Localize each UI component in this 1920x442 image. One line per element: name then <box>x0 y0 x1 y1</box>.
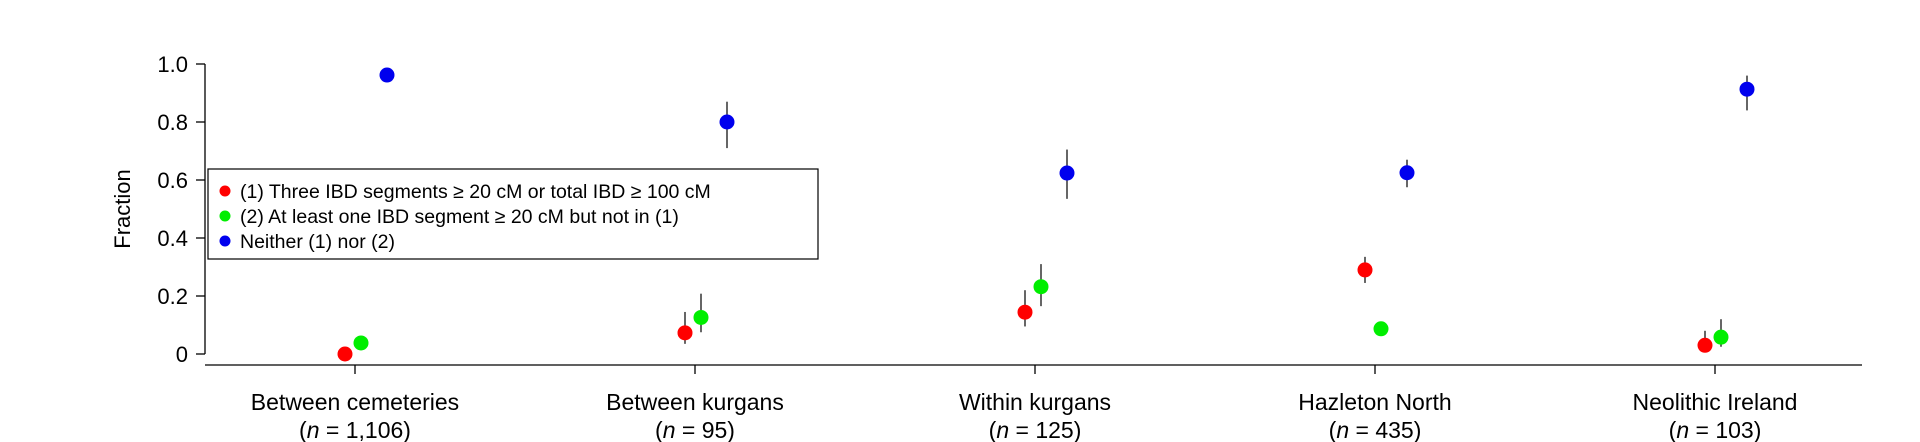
x-category-n-label: (n = 103) <box>1669 417 1762 442</box>
x-category-label: Between kurgans <box>606 389 784 415</box>
x-category-labels: Between cemeteries(n = 1,106) Between kur… <box>251 389 1798 442</box>
x-category-n-label: (n = 435) <box>1329 417 1422 442</box>
data-point <box>1713 329 1729 345</box>
x-category-n-label: (n = 125) <box>989 417 1082 442</box>
data-point <box>353 335 369 351</box>
y-tick-label: 0.2 <box>157 284 188 309</box>
data-point <box>1033 279 1049 295</box>
axes <box>196 63 1862 374</box>
data-point <box>719 114 735 130</box>
legend-marker <box>219 235 231 247</box>
data-point <box>1059 165 1075 181</box>
legend: (1) Three IBD segments ≥ 20 cM or total … <box>207 168 819 260</box>
data-point <box>677 325 693 341</box>
data-point <box>1373 321 1389 337</box>
data-point <box>1739 81 1755 97</box>
y-tick-label: 0.6 <box>157 168 188 193</box>
y-tick-label: 0.8 <box>157 110 188 135</box>
x-category-label: Between cemeteries <box>251 389 459 415</box>
x-category-n-label: (n = 95) <box>655 417 735 442</box>
data-point <box>379 67 395 83</box>
x-category-label: Neolithic Ireland <box>1633 389 1798 415</box>
legend-label: (2) At least one IBD segment ≥ 20 cM but… <box>240 206 679 228</box>
x-category-n-label: (n = 1,106) <box>299 417 411 442</box>
x-category-label: Hazleton North <box>1298 389 1451 415</box>
y-axis-title: Fraction <box>110 169 135 248</box>
data-point <box>1697 337 1713 353</box>
data-point <box>1399 165 1415 181</box>
legend-box <box>207 168 819 260</box>
legend-marker <box>219 185 231 197</box>
y-tick-label: 0 <box>176 342 188 367</box>
data-point <box>337 346 353 362</box>
data-point <box>1357 262 1373 278</box>
y-tick-label: 1.0 <box>157 52 188 77</box>
data-marks <box>337 67 1755 362</box>
legend-label: Neither (1) nor (2) <box>240 231 395 253</box>
data-point <box>693 309 709 325</box>
legend-marker <box>219 210 231 222</box>
y-tick-label: 0.4 <box>157 226 188 251</box>
data-point <box>1017 304 1033 320</box>
legend-label: (1) Three IBD segments ≥ 20 cM or total … <box>240 181 711 203</box>
y-tick-labels: 0 0.2 0.4 0.6 0.8 1.0 Fraction <box>110 52 188 367</box>
x-category-label: Within kurgans <box>959 389 1111 415</box>
